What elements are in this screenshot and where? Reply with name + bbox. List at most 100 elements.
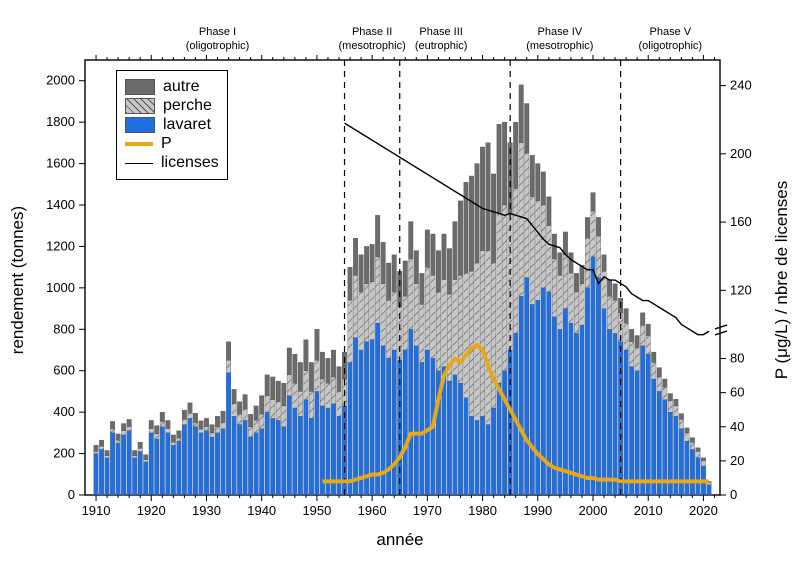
bar-autre — [685, 428, 690, 433]
bar-autre — [480, 147, 485, 251]
bar-autre — [453, 222, 458, 280]
bar-lavaret — [188, 418, 193, 495]
bar-lavaret — [259, 429, 264, 495]
bar-lavaret — [94, 454, 99, 495]
bar-perche — [640, 325, 645, 346]
bar-autre — [182, 410, 187, 419]
legend-label: autre — [163, 78, 199, 96]
bar-perche — [596, 236, 601, 277]
bar-autre — [447, 249, 452, 295]
bar-lavaret — [640, 346, 645, 495]
bar-autre — [425, 230, 430, 267]
bar-autre — [155, 426, 160, 434]
legend-item-licenses: licenses — [125, 154, 219, 172]
bar-autre — [282, 383, 287, 406]
x-tick-label: 1970 — [413, 503, 442, 518]
bar-autre — [442, 234, 447, 280]
y-right-tick-label: 160 — [730, 214, 752, 229]
y-right-tick-label: 80 — [730, 351, 744, 366]
bar-lavaret — [166, 433, 171, 495]
bar-perche — [480, 251, 485, 417]
bar-perche — [221, 423, 226, 429]
bar-perche — [613, 300, 618, 333]
bar-lavaret — [232, 416, 237, 495]
bar-perche — [563, 255, 568, 309]
bar-perche — [464, 273, 469, 397]
bar-autre — [348, 267, 353, 300]
bar-autre — [674, 399, 679, 406]
bar-lavaret — [199, 433, 204, 495]
bar-autre — [116, 434, 121, 440]
phase-sublabel: (mesotrophic) — [526, 40, 593, 52]
bar-autre — [657, 368, 662, 377]
bar-perche — [414, 284, 419, 346]
y-left-tick-label: 2000 — [46, 73, 75, 88]
bar-lavaret — [679, 429, 684, 495]
bar-autre — [513, 122, 518, 188]
bar-perche — [663, 387, 668, 399]
bar-perche — [188, 413, 193, 418]
bar-autre — [613, 284, 618, 301]
bar-autre — [497, 124, 502, 213]
bar-lavaret — [364, 342, 369, 495]
bar-perche — [469, 271, 474, 416]
bar-perche — [265, 396, 270, 413]
bar-lavaret — [221, 429, 226, 495]
bar-perche — [690, 442, 695, 449]
bar-autre — [99, 440, 104, 446]
bar-lavaret — [309, 418, 314, 495]
bar-perche — [668, 401, 673, 412]
bar-lavaret — [409, 329, 414, 495]
bar-autre — [629, 329, 634, 341]
bar-autre — [138, 442, 143, 448]
x-tick-label: 1940 — [247, 503, 276, 518]
phase-label: Phase I — [199, 26, 236, 38]
bar-lavaret — [480, 416, 485, 495]
y-left-tick-label: 800 — [53, 321, 75, 336]
bar-lavaret — [469, 416, 474, 495]
bar-lavaret — [370, 340, 375, 495]
bar-perche — [182, 419, 187, 424]
bar-lavaret — [270, 418, 275, 495]
bar-perche — [287, 375, 292, 396]
bar-perche — [574, 292, 579, 333]
bar-perche — [127, 427, 132, 431]
bar-perche — [270, 400, 275, 419]
bar-autre — [679, 414, 684, 420]
bar-autre — [502, 122, 507, 205]
legend-swatch-autre — [125, 79, 155, 95]
bar-lavaret — [132, 458, 137, 495]
bar-perche — [381, 284, 386, 346]
bar-lavaret — [502, 371, 507, 495]
bar-autre — [524, 104, 529, 154]
bar-perche — [547, 226, 552, 292]
bar-lavaret — [541, 288, 546, 495]
bar-lavaret — [298, 416, 303, 495]
bar-autre — [602, 255, 607, 272]
bar-perche — [320, 379, 325, 406]
legend-label: P — [161, 135, 172, 153]
bar-autre — [403, 261, 408, 296]
bar-autre — [381, 242, 386, 283]
bar-autre — [304, 340, 309, 371]
bar-perche — [121, 431, 126, 435]
y-right-tick-label: 120 — [730, 282, 752, 297]
bar-lavaret — [536, 300, 541, 495]
bar-lavaret — [574, 333, 579, 495]
y-left-tick-label: 1000 — [46, 280, 75, 295]
x-tick-label: 2000 — [579, 503, 608, 518]
legend-label: licenses — [161, 154, 219, 172]
chart-container: 1910192019301940195019601970198019902000… — [0, 0, 800, 565]
bar-autre — [574, 273, 579, 292]
bar-perche — [685, 433, 690, 441]
axis-break — [715, 331, 727, 335]
bar-lavaret — [348, 362, 353, 495]
bar-lavaret — [613, 333, 618, 495]
bar-autre — [243, 395, 248, 410]
bar-perche — [348, 300, 353, 362]
phase-label: Phase III — [419, 26, 462, 38]
y-left-tick-label: 400 — [53, 404, 75, 419]
bar-lavaret — [282, 427, 287, 495]
bar-perche — [409, 259, 414, 329]
x-tick-label: 1980 — [468, 503, 497, 518]
